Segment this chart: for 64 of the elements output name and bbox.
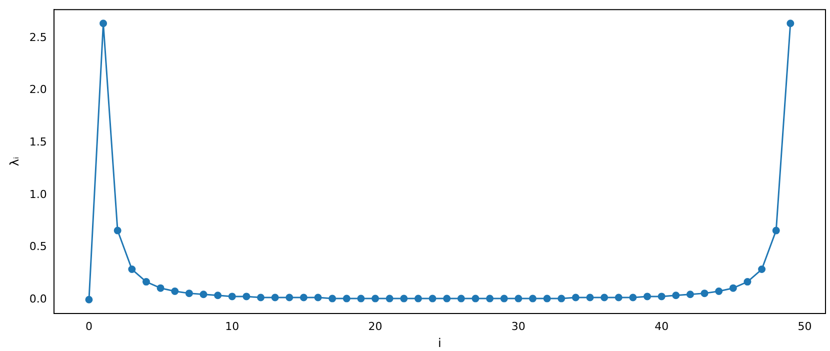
point <box>128 266 136 274</box>
point <box>257 294 265 302</box>
point <box>386 294 394 302</box>
x-tick-label: 30 <box>511 320 526 333</box>
point <box>472 294 480 302</box>
point <box>328 294 336 302</box>
point <box>286 294 294 302</box>
point <box>214 292 222 300</box>
point <box>786 20 794 28</box>
point <box>357 294 365 302</box>
point <box>558 294 566 302</box>
point <box>242 292 250 300</box>
point <box>100 20 108 28</box>
point <box>729 284 737 292</box>
point <box>156 284 164 292</box>
point <box>114 226 122 234</box>
point <box>314 294 322 302</box>
x-tick-label: 0 <box>85 320 92 333</box>
point <box>500 294 508 302</box>
point <box>443 294 451 302</box>
point <box>400 294 408 302</box>
y-tick-label: 1.5 <box>29 136 47 149</box>
point <box>200 290 208 298</box>
y-tick-label: 0.5 <box>29 240 47 254</box>
point <box>600 294 608 302</box>
point <box>185 290 193 298</box>
point <box>171 287 179 295</box>
point <box>543 294 551 302</box>
x-tick-label: 10 <box>225 320 240 333</box>
point <box>614 294 622 302</box>
y-tick-label: 2.0 <box>29 83 47 96</box>
point <box>342 294 350 302</box>
point <box>658 292 666 300</box>
x-axis-title: i <box>438 336 442 350</box>
y-tick-label: 2.5 <box>29 30 47 44</box>
x-tick-label: 40 <box>654 320 669 333</box>
point <box>514 294 522 302</box>
y-tick-label: 1.0 <box>29 188 47 201</box>
point <box>715 287 723 295</box>
point <box>271 294 279 302</box>
point <box>142 278 150 286</box>
x-tick-label: 50 <box>798 320 812 333</box>
point <box>428 294 436 302</box>
point <box>672 292 680 300</box>
point <box>700 290 708 298</box>
point <box>758 266 766 274</box>
point <box>300 294 308 302</box>
y-axis-title: λᵢ <box>7 156 22 166</box>
point <box>414 294 422 302</box>
point <box>486 294 494 302</box>
point <box>85 296 93 304</box>
point <box>228 292 236 300</box>
point <box>686 290 694 298</box>
y-tick-label: 0.0 <box>29 292 47 306</box>
x-tick-label: 20 <box>368 320 382 333</box>
point <box>629 294 637 302</box>
point <box>372 294 380 302</box>
point <box>772 226 780 234</box>
point <box>528 294 536 302</box>
point <box>586 294 594 302</box>
point <box>457 294 465 302</box>
point <box>572 294 580 302</box>
point <box>744 278 752 286</box>
point <box>644 292 652 300</box>
